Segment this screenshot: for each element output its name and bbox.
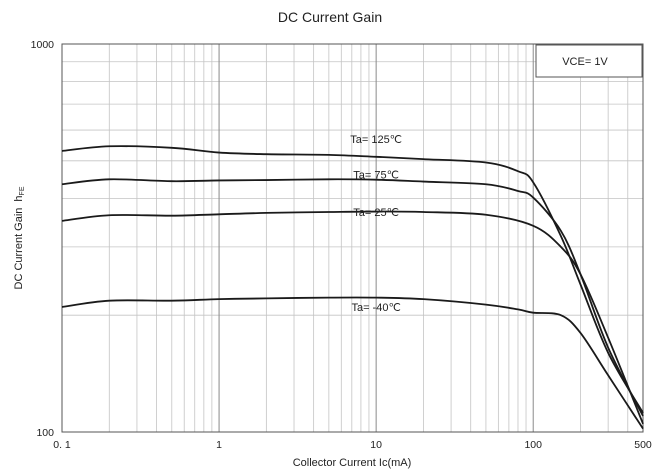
- series-labels: Ta= 125℃ Ta= 75℃ Ta= 25℃ Ta= -40℃: [350, 134, 402, 314]
- y-axis-label-symbol: h: [13, 195, 25, 201]
- y-tick-labels: 100 1000: [31, 39, 55, 439]
- x-tick-label: 1: [216, 439, 222, 451]
- condition-note-text: VCE= 1V: [562, 56, 608, 68]
- x-tick-label: 10: [370, 439, 382, 451]
- condition-note: VCE= 1V: [535, 44, 643, 78]
- y-axis-label: DC Current Gain hFE: [13, 186, 26, 289]
- y-axis-label-subscript: FE: [19, 186, 26, 195]
- series-line-0: [61, 145, 644, 414]
- x-tick-label: 100: [524, 439, 542, 451]
- chart-title: DC Current Gain: [278, 9, 382, 25]
- y-tick-label: 1000: [31, 39, 55, 51]
- series-label-0: Ta= 125℃: [350, 134, 402, 146]
- series-group: [61, 145, 644, 430]
- condition-note-box: [535, 44, 643, 78]
- grid-minor: [62, 44, 643, 432]
- grid-major: [218, 44, 534, 432]
- series-label-1: Ta= 75℃: [353, 170, 399, 182]
- x-axis-label: Collector Current Ic(mA): [293, 457, 412, 469]
- series-line-3: [61, 296, 644, 430]
- plot-frame: [61, 43, 644, 433]
- x-tick-labels: 0. 1 1 10 100 500: [53, 439, 652, 451]
- series-label-3: Ta= -40℃: [351, 302, 400, 314]
- x-tick-label: 500: [634, 439, 652, 451]
- y-axis-label-text: DC Current Gain: [13, 208, 25, 290]
- x-tick-label: 0. 1: [53, 439, 71, 451]
- series-line-2: [61, 210, 644, 425]
- y-tick-label: 100: [36, 427, 54, 439]
- series-label-2: Ta= 25℃: [353, 207, 399, 219]
